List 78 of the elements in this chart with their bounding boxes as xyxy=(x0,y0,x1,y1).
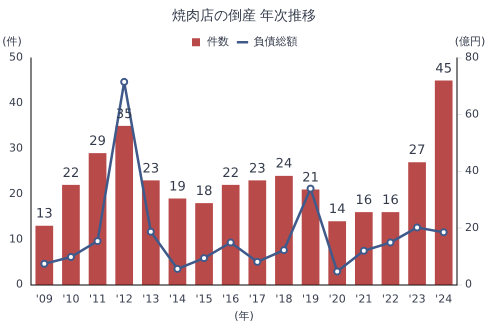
x-tick-label: '12 xyxy=(116,292,133,306)
data-label: 22 xyxy=(62,166,80,181)
bar xyxy=(62,184,80,285)
y2-tick-label: 60 xyxy=(465,107,480,120)
y-tick-label: 0 xyxy=(16,278,23,291)
bar xyxy=(275,176,293,285)
x-tick-label: '16 xyxy=(222,292,240,306)
point xyxy=(386,238,394,247)
point xyxy=(280,246,288,254)
y-tick-label: 10 xyxy=(8,232,23,246)
y-tick-label: 50 xyxy=(8,50,23,64)
y2-tick-label: 80 xyxy=(465,50,480,64)
data-label: 14 xyxy=(328,202,346,218)
data-label: 23 xyxy=(142,161,160,176)
x-tick-label: '22 xyxy=(382,292,399,306)
data-label: 24 xyxy=(276,156,292,172)
y2-tick-label: 40 xyxy=(465,164,480,178)
y2-axis-title: (億円) xyxy=(454,35,486,48)
bar xyxy=(35,226,54,285)
data-label: 23 xyxy=(249,161,266,176)
bar xyxy=(434,80,453,285)
x-axis-title: (年) xyxy=(234,309,254,322)
y-tick-label: 40 xyxy=(8,96,23,110)
chart-title: 焼肉店の倒産 年次推移 xyxy=(172,8,316,24)
bar xyxy=(115,126,134,285)
y-tick-label: 20 xyxy=(8,186,23,200)
data-label: 13 xyxy=(36,206,53,222)
point xyxy=(40,260,48,268)
y2-tick-label: 20 xyxy=(465,220,480,234)
data-label: 45 xyxy=(435,61,452,76)
x-tick-label: '23 xyxy=(408,292,426,306)
legend-label: 負債総額 xyxy=(254,35,298,48)
point xyxy=(333,267,342,276)
x-tick-label: '19 xyxy=(302,292,320,306)
bar xyxy=(195,203,213,285)
x-tick-label: '10 xyxy=(62,292,80,306)
point xyxy=(253,258,262,266)
data-label: 18 xyxy=(196,184,212,199)
x-tick-label: '20 xyxy=(328,292,346,306)
x-tick-label: '11 xyxy=(89,292,106,306)
point xyxy=(66,252,75,261)
point xyxy=(226,238,235,247)
x-tick-label: '15 xyxy=(196,292,213,306)
data-label: 21 xyxy=(302,170,319,186)
bar xyxy=(408,162,426,285)
bar xyxy=(302,189,320,285)
y-axis-title: (件) xyxy=(2,35,22,48)
point xyxy=(200,254,208,262)
bar xyxy=(168,198,186,285)
x-tick-label: '17 xyxy=(248,292,266,306)
bar xyxy=(222,184,240,285)
data-label: 16 xyxy=(382,193,399,208)
bar xyxy=(248,180,266,285)
bar xyxy=(354,212,373,285)
point xyxy=(306,184,315,193)
point xyxy=(413,223,422,232)
y2-tick-label: 0 xyxy=(465,278,472,291)
point xyxy=(440,228,448,236)
data-label: 27 xyxy=(408,143,426,158)
bar xyxy=(88,153,106,285)
data-label: 16 xyxy=(356,193,372,208)
data-label: 29 xyxy=(89,134,106,150)
x-tick-label: '09 xyxy=(36,292,53,306)
legend-label: 件数 xyxy=(207,35,229,48)
x-tick-label: '13 xyxy=(142,292,160,306)
point xyxy=(173,264,182,273)
point xyxy=(94,237,102,246)
y-tick-label: 30 xyxy=(8,141,23,154)
x-tick-label: '14 xyxy=(168,292,186,306)
data-label: 19 xyxy=(169,179,186,194)
bar xyxy=(382,212,400,285)
point xyxy=(120,78,128,86)
x-tick-label: '24 xyxy=(435,292,452,306)
x-tick-label: '18 xyxy=(275,292,292,306)
x-tick-label: '21 xyxy=(355,292,372,306)
point xyxy=(146,228,155,236)
point xyxy=(360,246,368,255)
data-label: 22 xyxy=(222,166,239,181)
